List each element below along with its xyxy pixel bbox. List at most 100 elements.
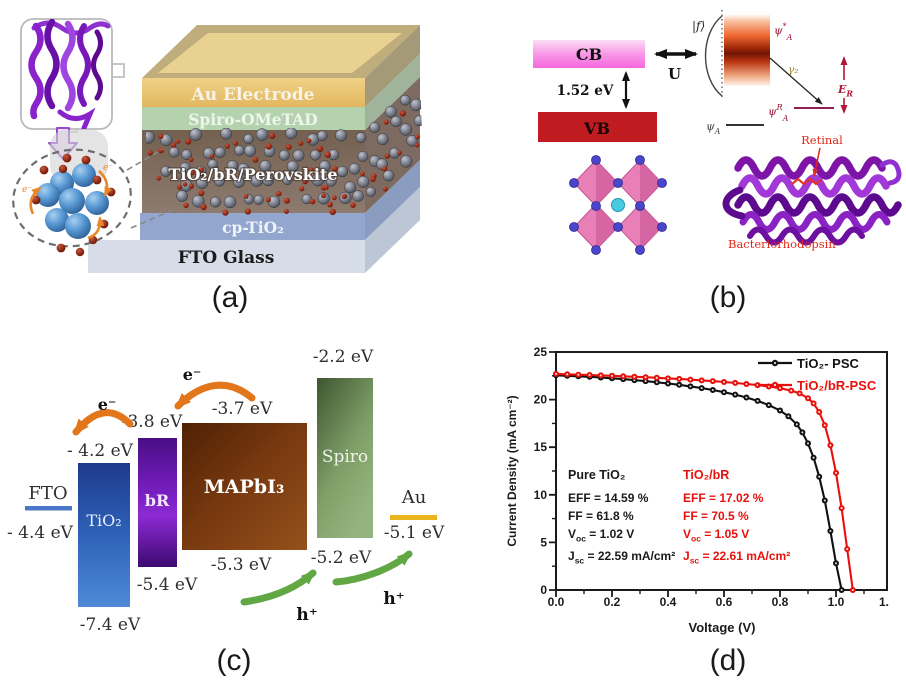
stats-red-voc: Voc = 1.05 V	[683, 527, 750, 544]
br-top-level: -3.8 eV	[122, 412, 183, 432]
spiro-bar	[317, 378, 373, 538]
tio2-bar	[78, 463, 130, 607]
stats-black-eff: EFF = 14.59 %	[568, 491, 649, 505]
caption-c: (c)	[216, 644, 252, 677]
br-bottom-level: -5.4 eV	[137, 575, 198, 595]
gaussian-curve	[704, 15, 723, 97]
hole-label-2: h⁺	[383, 589, 404, 609]
stats-red-ff: FF = 70.5 %	[683, 509, 749, 523]
stats-black-ff: FF = 61.8 %	[568, 509, 634, 523]
jv-curves	[553, 370, 856, 593]
mapbi3-top-level: -3.7 eV	[212, 399, 273, 419]
tio2-bottom-level: -7.4 eV	[80, 615, 141, 635]
vb-box	[538, 112, 657, 142]
callout-line-top	[126, 148, 164, 171]
legend-label-red: TiO₂/bR-PSC	[797, 378, 877, 393]
layer-label-perovskite: TiO₂/bR/Perovskite	[168, 165, 337, 184]
f-state-label: |f⟩	[692, 19, 705, 33]
stats-red-eff: EFF = 17.02 %	[683, 491, 764, 505]
hole-arrow-1	[240, 569, 317, 606]
layer-label-spiro: Spiro-OMeTAD	[188, 110, 318, 129]
stats-black-title: Pure TiO₂	[568, 468, 626, 482]
spiro-top-level: -2.2 eV	[313, 347, 374, 367]
hole-arrow-2	[332, 550, 413, 586]
spiro-side-face	[365, 54, 420, 130]
ion-cluster: e⁻ e⁻	[12, 130, 174, 257]
cp-tio2-front-face	[140, 213, 365, 240]
ma-cation-sphere	[611, 198, 625, 212]
electron-arrow-2	[72, 409, 134, 436]
stats-red-jsc: Jsc = 22.61 mA/cm²	[683, 549, 791, 566]
bacteriorhodopsin-ribbon-icon	[28, 19, 111, 129]
retinal-stick	[791, 177, 822, 186]
bacteriorhodopsin-ribbon	[722, 156, 902, 246]
electron-label-1: e⁻	[103, 163, 113, 173]
spiro-front-face	[142, 107, 365, 130]
au-side-face	[365, 25, 420, 107]
caption-d: (d)	[709, 644, 747, 677]
bacteriorhodopsin-label: Bacteriorhodopsin	[728, 237, 836, 251]
fto-level: - 4.4 eV	[7, 523, 74, 543]
red-spheres	[31, 153, 116, 257]
fto-front-face	[88, 240, 365, 273]
caption-a: (a)	[211, 281, 249, 314]
svg-text:10: 10	[534, 488, 548, 502]
y-axis-title: Current Density (mA cm⁻²)	[505, 395, 519, 546]
au-name: Au	[401, 487, 427, 508]
panel-a-drawing: Au Electrode Spiro-OMeTAD TiO₂/bR/Perovs…	[12, 18, 423, 273]
au-front-face	[142, 78, 365, 107]
spiro-name: Spiro	[322, 447, 368, 467]
y-minor-ticks	[552, 375, 556, 567]
layer-label-au: Au Electrode	[191, 85, 315, 105]
relaxation-arrow	[769, 57, 823, 105]
tio2-top-level: - 4.2 eV	[67, 441, 134, 461]
hole-label-1: h⁺	[296, 605, 317, 625]
layer-label-cp-tio2: cp-TiO₂	[222, 218, 284, 237]
svg-text:20: 20	[534, 393, 548, 407]
electron-arrows	[29, 170, 112, 240]
gamma-label: γ₂	[788, 64, 799, 76]
panel-b: CB VB 1.52 eV U |f⟩ ψ*A γ₂ ψRA ER ψA	[440, 0, 906, 276]
svg-text:0: 0	[540, 583, 547, 597]
iodide-spheres	[569, 155, 667, 255]
svg-text:1.0: 1.0	[828, 595, 845, 609]
electron-label-2: e⁻	[22, 185, 32, 195]
electron-arrow-1	[174, 381, 256, 410]
layer-label-fto: FTO Glass	[178, 248, 275, 268]
cp-tio2-side-face	[365, 160, 420, 240]
stats-pure-tio2: Pure TiO₂ EFF = 14.59 % FF = 61.8 % Voc …	[568, 466, 675, 570]
y-major-ticks	[549, 351, 556, 591]
hot-band	[724, 14, 770, 86]
fto-level-line	[25, 506, 72, 511]
x-tick-labels: 0.0 0.2 0.4 0.6 0.8 1.0 1.	[548, 595, 889, 609]
svg-text:15: 15	[534, 440, 548, 454]
stats-red-title: TiO₂/bR	[683, 468, 730, 482]
fto-side-face	[365, 187, 420, 273]
retinal-label: Retinal	[801, 133, 843, 147]
mapbi3-bar	[182, 423, 307, 550]
y-tick-labels: 0 5 10 15 20 25	[534, 345, 548, 597]
svg-text:5: 5	[540, 535, 547, 549]
svg-text:0.4: 0.4	[660, 595, 677, 609]
mapbi3-bottom-level: -5.3 eV	[211, 555, 272, 575]
electron-label-top: e⁻	[183, 365, 202, 384]
fto-name: FTO	[28, 483, 67, 504]
protein-inset	[20, 18, 125, 160]
au-level: -5.1 eV	[384, 523, 445, 543]
energy-level-diagram: FTO - 4.4 eV TiO₂ - 4.2 eV -7.4 eV bR -3…	[7, 347, 445, 635]
blue-spheres	[36, 163, 109, 239]
svg-text:0.0: 0.0	[548, 595, 565, 609]
svg-text:1.: 1.	[879, 595, 889, 609]
psi-relaxed-label: ψRA	[768, 103, 789, 123]
panel-d: 0.0 0.2 0.4 0.6 0.8 1.0 1. 0 5 10 15 20 …	[460, 300, 906, 645]
x-major-ticks	[555, 590, 837, 597]
perovskite-side-face	[365, 77, 420, 213]
cb-label: CB	[576, 45, 602, 64]
mapbi3-name: MAPbI₃	[204, 476, 285, 498]
perovskite-crystal-icon	[569, 155, 667, 255]
magnifier-ellipse	[12, 148, 132, 248]
psi-excited-label: ψ*A	[774, 22, 793, 42]
caption-b: (b)	[709, 281, 747, 314]
panel-c: FTO - 4.4 eV TiO₂ - 4.2 eV -7.4 eV bR -3…	[0, 330, 455, 642]
